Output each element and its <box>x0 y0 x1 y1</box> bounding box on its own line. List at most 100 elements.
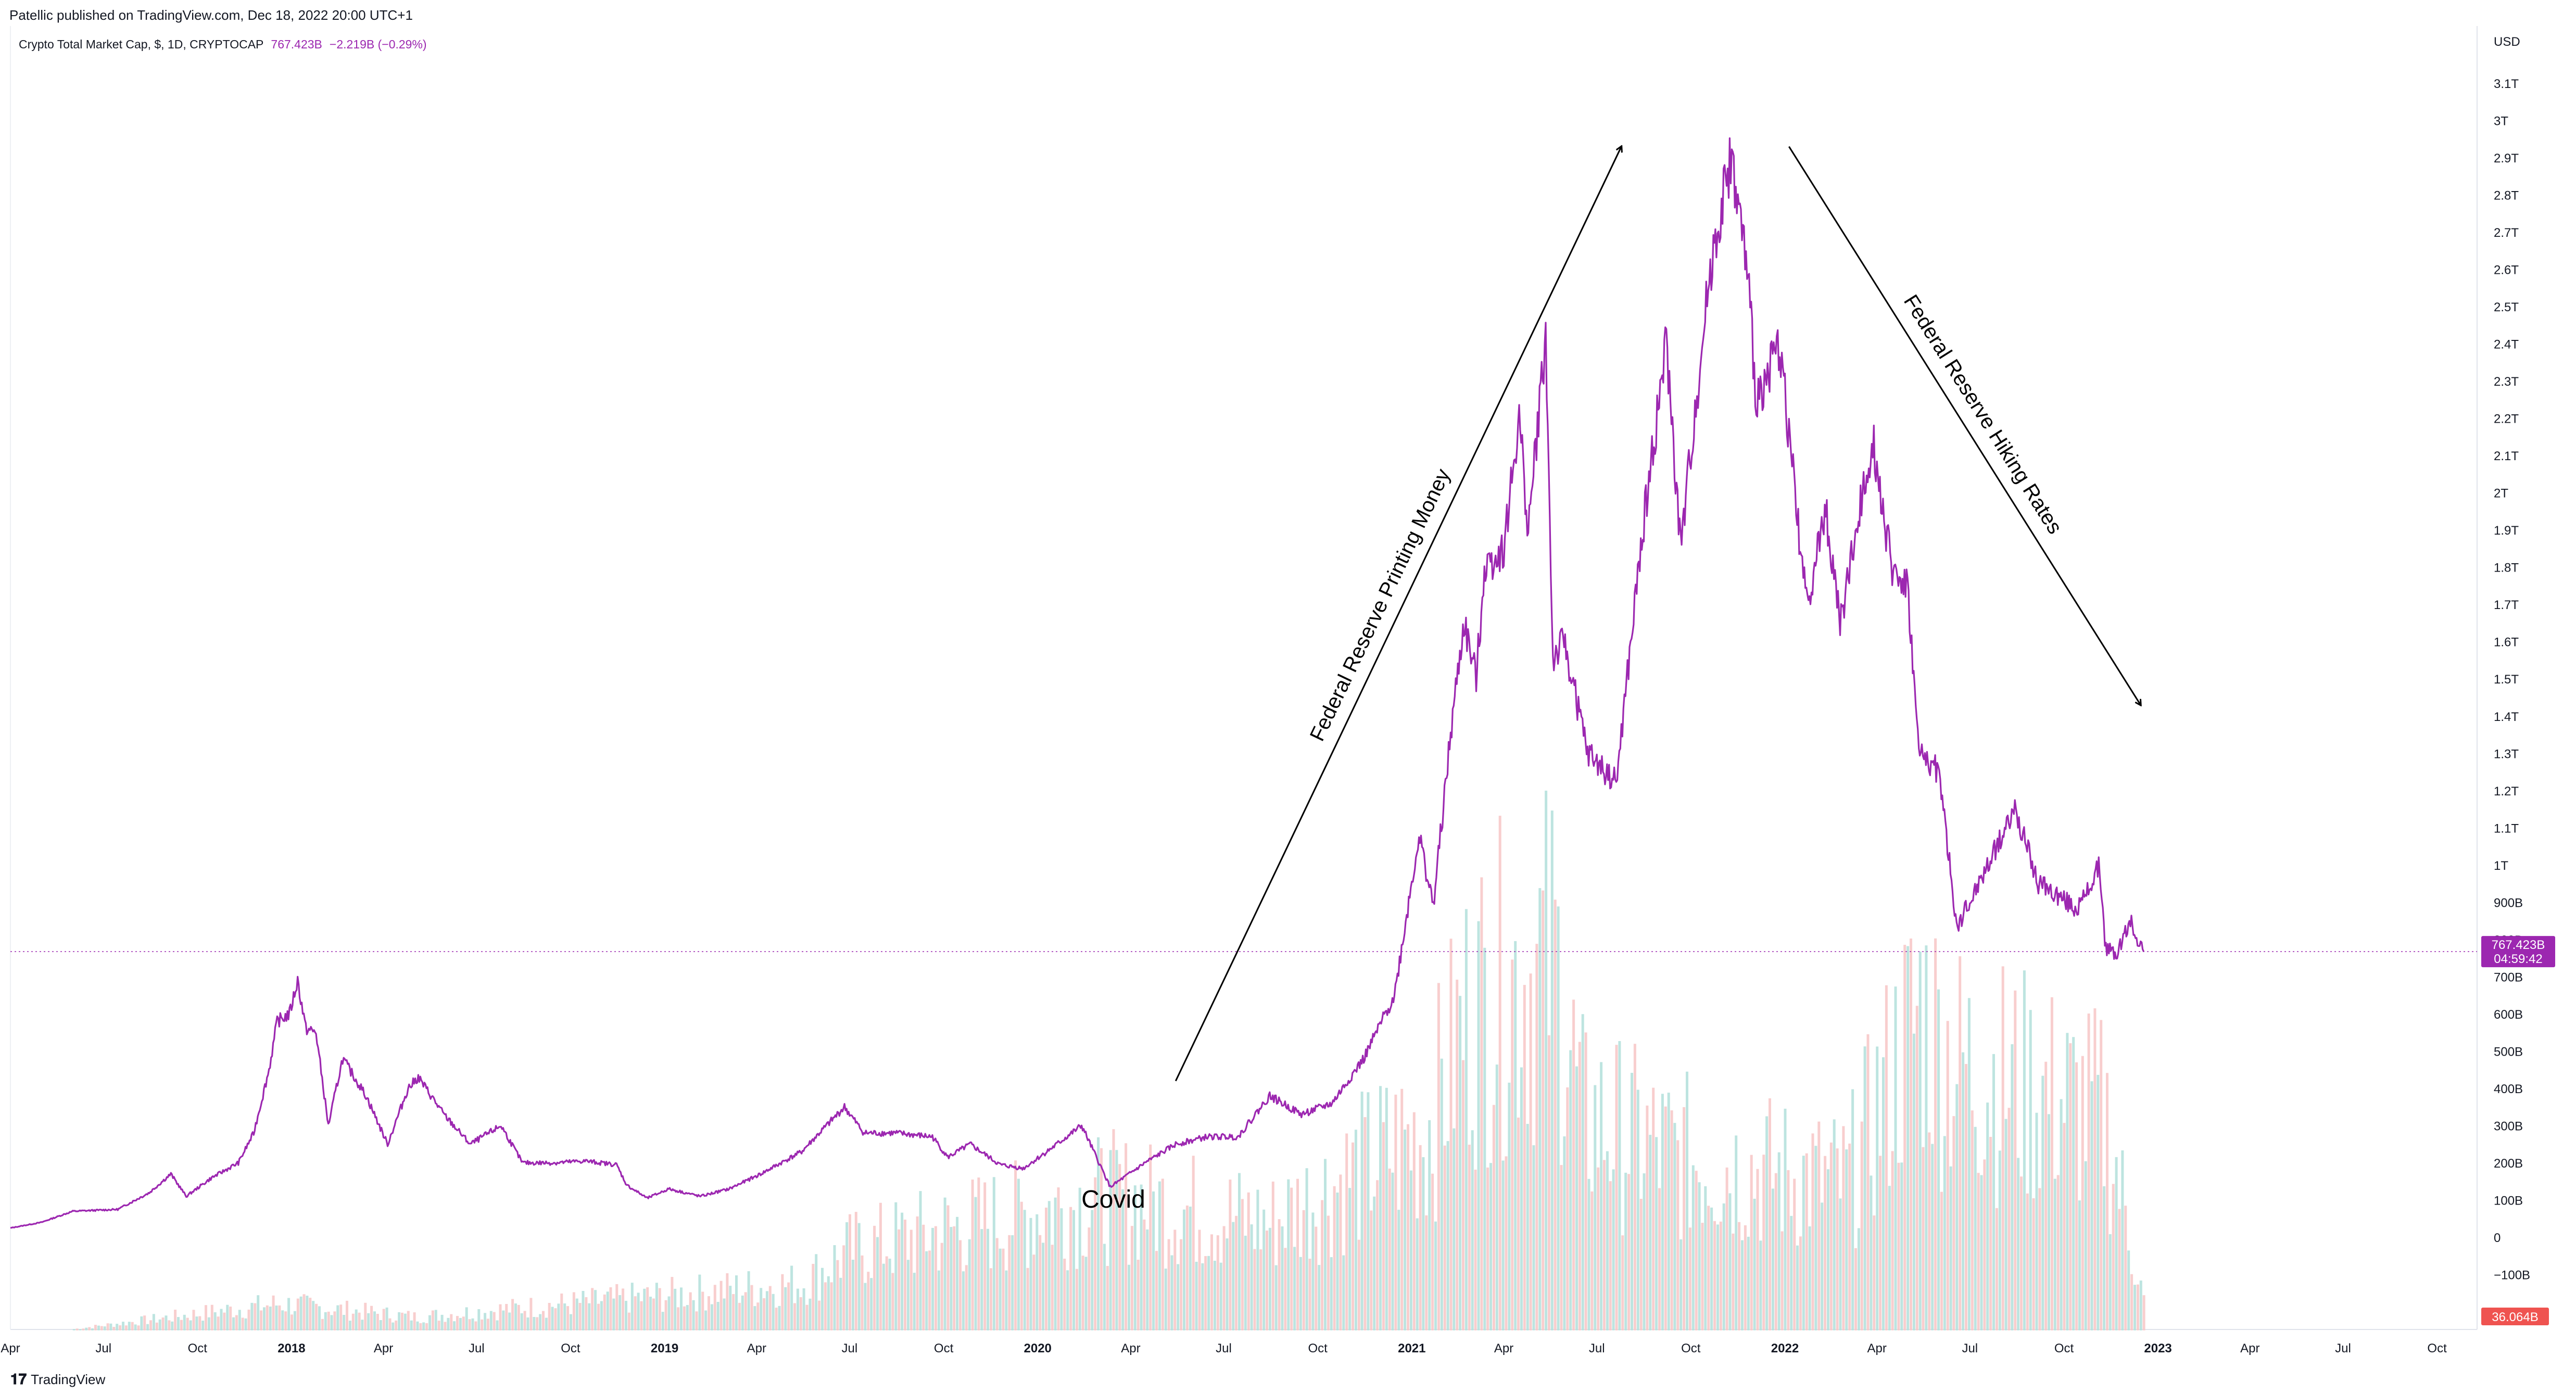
volume-bar <box>1912 1033 1915 1330</box>
volume-bar <box>1680 1239 1683 1330</box>
volume-bar <box>1140 1184 1143 1330</box>
volume-bar <box>174 1310 177 1330</box>
volume-bar <box>116 1324 119 1330</box>
volume-bar <box>888 1259 891 1330</box>
volume-bar <box>1400 1088 1404 1330</box>
volume-bar <box>867 1272 870 1330</box>
x-tick-label: Jul <box>1589 1341 1605 1355</box>
volume-bar <box>830 1282 833 1330</box>
volume-bar <box>851 1260 854 1330</box>
volume-bar <box>1508 1082 1511 1330</box>
annotations: Covid Federal Reserve Printing Money Feder… <box>1081 147 2141 1213</box>
volume-bar <box>370 1306 373 1330</box>
volume-bar <box>1449 939 1453 1330</box>
symbol-legend[interactable]: Crypto Total Market Cap, $, 1D, CRYPTOCA… <box>19 37 427 52</box>
volume-bar <box>1977 1173 1980 1330</box>
volume-bar <box>1443 1145 1446 1330</box>
volume-bar <box>1572 999 1575 1330</box>
y-tick-label: 2.3T <box>2494 375 2519 389</box>
volume-bar <box>422 1322 425 1330</box>
volume-bar <box>977 1177 980 1330</box>
volume-bar <box>161 1317 165 1330</box>
volume-bar <box>1210 1234 1213 1330</box>
volume-bar <box>1995 1208 1998 1330</box>
volume-bar <box>1989 1137 1992 1330</box>
volume-bar <box>398 1312 401 1330</box>
volume-bar <box>1281 1226 1284 1330</box>
volume-bar <box>529 1298 533 1330</box>
volume-bar <box>974 1197 977 1330</box>
volume-bar <box>85 1327 88 1330</box>
volume-bar <box>1584 1032 1587 1330</box>
volume-bar <box>183 1314 186 1330</box>
volume-bar <box>989 1268 992 1330</box>
volume-bar <box>1545 790 1548 1330</box>
volume-bar <box>992 1177 995 1330</box>
volume-bar <box>2004 1119 2007 1330</box>
volume-bar <box>1014 1160 1017 1330</box>
y-tick-label: 1.4T <box>2494 710 2519 724</box>
volume-bar <box>1483 947 1486 1330</box>
volume-bar <box>1738 1222 1741 1330</box>
volume-bar <box>1495 1064 1498 1330</box>
volume-bar <box>1621 1235 1624 1330</box>
volume-bar <box>683 1306 686 1330</box>
volume-bar <box>1416 1218 1419 1330</box>
volume-bar <box>1428 1120 1431 1330</box>
volume-bar <box>2011 1044 2014 1330</box>
volume-bar <box>836 1260 839 1330</box>
y-tick-label: 2.4T <box>2494 338 2519 352</box>
volume-bar <box>140 1316 143 1330</box>
volume-bar <box>2097 1074 2100 1330</box>
volume-bar <box>1088 1227 1091 1330</box>
volume-bar <box>677 1307 680 1330</box>
volume-bar <box>713 1285 716 1330</box>
annotation-arrow-label: Federal Reserve Printing Money <box>1306 465 1455 745</box>
tradingview-logo[interactable]: 𝟏𝟕 TradingView <box>10 1371 105 1388</box>
volume-bar <box>1345 1133 1348 1330</box>
x-tick-label: 2019 <box>651 1341 678 1355</box>
volume-bar <box>155 1322 158 1330</box>
volume-bar <box>1005 1270 1008 1330</box>
volume-bar <box>891 1273 894 1330</box>
volume-bar <box>1821 1202 1824 1330</box>
volume-bar <box>1707 1206 1710 1330</box>
volume-bar <box>1550 810 1554 1330</box>
volume-bar <box>1695 1171 1698 1330</box>
volume-bar <box>1931 1144 1934 1330</box>
volume-bar <box>603 1294 606 1330</box>
volume-bar <box>376 1314 379 1330</box>
annotation-arrow <box>1788 146 2140 705</box>
volume-bar <box>695 1311 698 1330</box>
volume-bar <box>1296 1178 1299 1330</box>
volume-bar <box>1777 1152 1781 1330</box>
volume-bar <box>327 1311 330 1330</box>
volume-bar <box>658 1288 661 1330</box>
volume-bar <box>1716 1224 1719 1330</box>
volume-bar <box>1284 1248 1287 1330</box>
volume-bar <box>97 1325 100 1330</box>
volume-bar <box>1253 1249 1256 1330</box>
volume-bar <box>1974 1126 1977 1330</box>
volume-bar <box>257 1295 260 1330</box>
volume-bar <box>1676 1140 1680 1330</box>
volume-bar <box>879 1202 882 1330</box>
volume-bar <box>1057 1187 1060 1330</box>
y-tick-label: 2.2T <box>2494 412 2519 426</box>
volume-bar <box>232 1317 235 1330</box>
y-tick-label: 300B <box>2494 1119 2523 1133</box>
volume-bar <box>901 1212 904 1330</box>
volume-bar <box>1008 1235 1011 1330</box>
last-price-value: 767.423B <box>2492 938 2545 952</box>
x-tick-label: Apr <box>747 1341 766 1355</box>
volume-bar <box>1397 1210 1400 1330</box>
x-tick-label: 2023 <box>2144 1341 2171 1355</box>
volume-bar <box>600 1301 603 1330</box>
volume-bar <box>692 1300 695 1330</box>
volume-bar <box>987 1228 989 1330</box>
volume-bar <box>508 1312 511 1330</box>
volume-bar <box>1817 1121 1821 1330</box>
volume-bar <box>1590 1191 1594 1330</box>
volume-bar <box>575 1298 578 1330</box>
